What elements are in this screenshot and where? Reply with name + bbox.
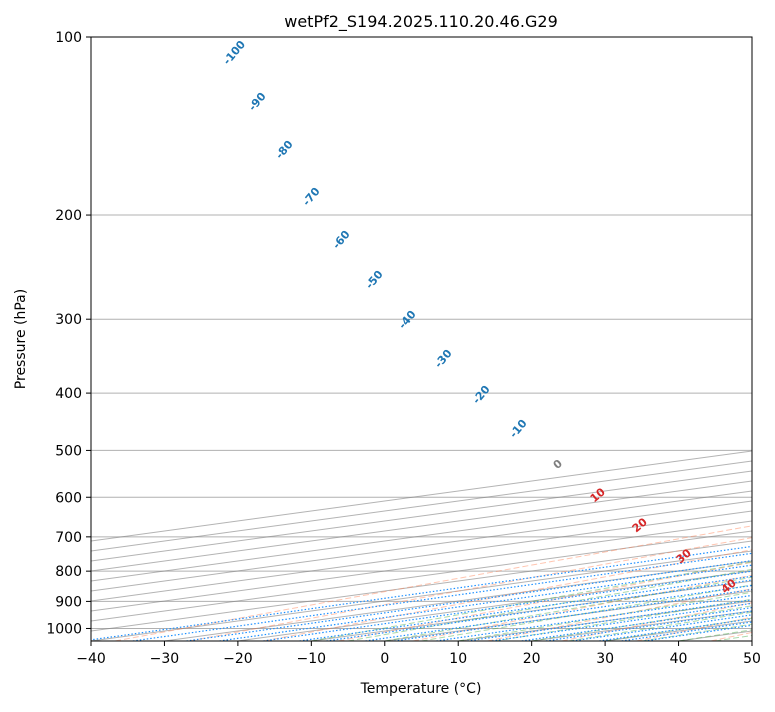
y-tick-label: 1000: [46, 621, 82, 637]
y-tick-label: 400: [55, 386, 82, 402]
x-tick-label: 50: [743, 651, 761, 667]
x-tick-label: 20: [523, 651, 541, 667]
y-axis: 100 200 300 400 500 600 700 800 900 1000: [46, 30, 91, 637]
x-tick-label: −10: [297, 651, 327, 667]
isotherm-line: [752, 37, 775, 641]
y-tick-label: 200: [55, 208, 82, 224]
x-tick-label: −40: [76, 651, 106, 667]
plot-background: [91, 37, 752, 641]
x-tick-label: 0: [380, 651, 389, 667]
x-tick-label: 40: [670, 651, 688, 667]
y-tick-label: 900: [55, 594, 82, 610]
x-tick-label: −30: [150, 651, 180, 667]
y-tick-label: 700: [55, 530, 82, 546]
chart-title: wetPf2_S194.2025.110.20.46.G29: [284, 12, 558, 32]
x-axis: −40 −30 −20 −10 0 10 20 30 40 50: [76, 641, 761, 667]
y-tick-label: 800: [55, 564, 82, 580]
y-tick-label: 600: [55, 490, 82, 506]
y-axis-title: Pressure (hPa): [13, 289, 29, 389]
y-tick-label: 300: [55, 312, 82, 328]
x-axis-title: Temperature (°C): [360, 681, 482, 697]
x-tick-label: 30: [596, 651, 614, 667]
x-tick-label: −20: [223, 651, 253, 667]
x-tick-label: 10: [449, 651, 467, 667]
y-tick-label: 500: [55, 443, 82, 459]
y-tick-label: 100: [55, 30, 82, 46]
